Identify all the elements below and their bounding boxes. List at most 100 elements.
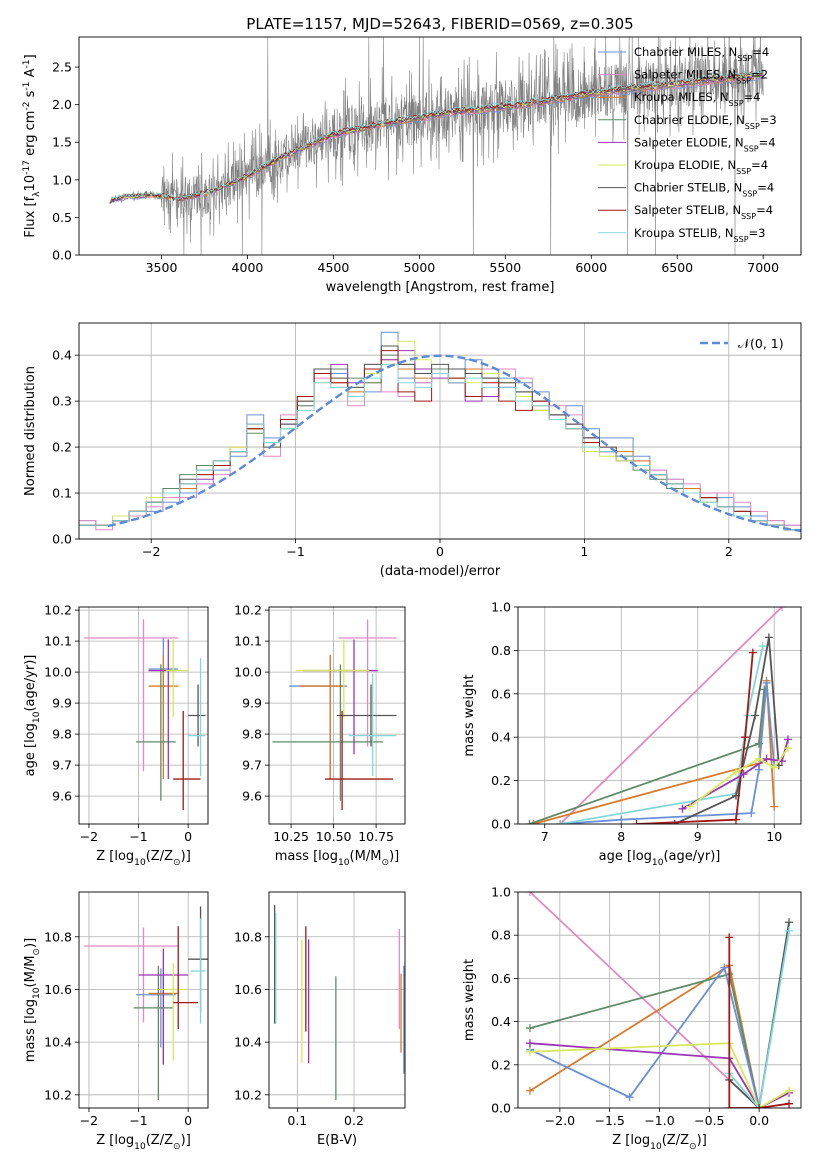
y-axis-label: age [log10(age/yr)]	[23, 655, 42, 777]
x-tick-label: −1	[129, 1113, 147, 1128]
y-tick-label: 10.1	[44, 634, 72, 649]
axes-frame: −2.0 −1.5 −1.0 −0.5 0.0 0.0 0.2 0.4 0.6 0.8 1.0 Z […	[462, 885, 802, 1152]
axes-frame: −2 −1 0 1 2 0.0 0.1 0.2 0.3 0.4 (data-model)/error…	[23, 322, 802, 579]
x-tick-label: −1	[286, 544, 304, 559]
mass_vs_Z-panel: −2 −1 0 10.2 10.4 10.6 10.8 Z [log10(Z/Z⊙)] mass…	[23, 891, 209, 1152]
x-tick-label: 7000	[747, 260, 779, 275]
x-axis-label: (data-model)/error	[380, 564, 501, 579]
y-tick-label: 2.0	[52, 97, 72, 112]
weight-marker	[632, 820, 641, 824]
x-axis-label: Z [log10(Z/Z⊙)]	[96, 1133, 191, 1152]
axes-frame: 0.1 0.2 10.2 10.4 10.6 10.8 E(B-V)	[234, 891, 406, 1148]
error-bar-point	[325, 710, 394, 811]
x-tick-label: 4000	[232, 260, 264, 275]
x-tick-label: 5500	[489, 260, 521, 275]
normal-curve	[107, 354, 801, 533]
figure-title: PLATE=1157, MJD=52643, FIBERID=0569, z=0…	[246, 15, 633, 33]
y-tick-label: 2.5	[52, 60, 72, 75]
error-bar-point	[348, 673, 397, 776]
legend-label: Chabrier ELODIE, NSSP=3	[634, 113, 777, 131]
weight-marker	[739, 770, 748, 779]
error-bar-point	[136, 664, 176, 801]
weight-marker	[720, 963, 729, 972]
y-tick-label: 0.4	[52, 348, 72, 363]
x-tick-label: 0	[436, 544, 444, 559]
y-tick-label: 1.0	[491, 600, 511, 615]
y-tick-label: 10.6	[44, 982, 72, 997]
x-tick-label: 10.50	[316, 829, 352, 844]
spectrum-legend: Chabrier MILES, NSSP=4 Salpeter MILES, NS…	[598, 45, 777, 243]
error-bar-point	[296, 639, 370, 718]
x-tick-label: 10	[766, 829, 782, 844]
legend-label: Kroupa MILES, NSSP=4	[634, 90, 760, 108]
weight-line	[636, 652, 754, 824]
y-tick-label: 10.2	[44, 603, 72, 618]
observed-spectrum	[109, 37, 764, 255]
weight-marker	[686, 802, 695, 811]
y-tick-label: 10.0	[234, 665, 262, 680]
weight-marker	[770, 802, 779, 811]
error-bar-point	[173, 926, 199, 1029]
weight_vs_Z-panel: −2.0 −1.5 −1.0 −0.5 0.0 0.0 0.2 0.4 0.6 0.8 1.0 Z […	[462, 885, 802, 1152]
grid-lines	[269, 892, 405, 1108]
weight-marker	[777, 607, 786, 611]
y-tick-label: 1.0	[491, 885, 511, 900]
y-tick-label: 0.0	[52, 248, 72, 263]
weight-marker	[758, 642, 767, 651]
x-tick-label: 0	[184, 1113, 192, 1128]
grid-lines	[269, 607, 405, 824]
y-tick-label: 0.1	[52, 486, 72, 501]
weight-marker	[748, 648, 757, 657]
weight-marker	[670, 820, 679, 824]
weight-line	[560, 682, 776, 824]
x-tick-label: 3500	[146, 260, 178, 275]
x-axis-label: Z [log10(Z/Z⊙)]	[612, 1133, 707, 1152]
x-tick-label: 8	[617, 829, 625, 844]
x-tick-label: 5000	[403, 260, 435, 275]
weight-line	[529, 892, 760, 1108]
y-tick-label: 9.6	[52, 789, 72, 804]
y-tick-label: 9.8	[52, 727, 72, 742]
weight-line	[559, 607, 783, 824]
y-tick-label: 10.0	[44, 665, 72, 680]
y-tick-label: 0.0	[491, 817, 511, 832]
x-tick-label: 6500	[661, 260, 693, 275]
weight-marker	[525, 1086, 534, 1095]
y-tick-label: 10.6	[234, 982, 262, 997]
x-axis-label: E(B-V)	[317, 1133, 357, 1148]
legend-label: Salpeter MILES, NSSP=2	[634, 68, 768, 86]
plot-area	[79, 331, 801, 533]
plot-area	[272, 619, 397, 811]
axes-border	[517, 606, 802, 825]
weight-marker	[678, 804, 687, 813]
error-bar-point	[148, 639, 176, 780]
y-tick-label: 10.8	[234, 929, 262, 944]
legend-label: 𝒩(0, 1)	[738, 336, 784, 351]
weight-marker	[741, 733, 750, 742]
grid-lines	[518, 891, 801, 1109]
y-tick-label: 1.0	[52, 172, 72, 187]
x-tick-label: −0.5	[694, 1113, 724, 1128]
weight-marker	[783, 744, 792, 753]
weight-marker	[785, 1086, 794, 1095]
y-tick-label: 9.9	[242, 696, 262, 711]
axes-frame: −2 −1 0 10.2 10.4 10.6 10.8 Z [log10(Z/Z⊙)] mass…	[23, 891, 209, 1152]
legend-label: Kroupa ELODIE, NSSP=4	[634, 158, 768, 176]
weight-line	[728, 922, 790, 1108]
y-tick-label: 0.2	[491, 1057, 511, 1072]
mass_vs_EBV-panel: 0.1 0.2 10.2 10.4 10.6 10.8 E(B-V)	[234, 891, 406, 1148]
legend-label: Kroupa STELIB, NSSP=3	[634, 226, 765, 244]
weight-line	[529, 1042, 790, 1108]
model-spectrum-line	[109, 70, 764, 203]
weight-marker	[625, 1093, 634, 1102]
axes-frame: 10.25 10.50 10.75 9.6 9.7 9.8 9.9 10.0 10.1 10.2 m…	[234, 603, 406, 868]
y-tick-label: 9.7	[52, 758, 72, 773]
x-tick-label: 6000	[575, 260, 607, 275]
error-bar-point	[338, 619, 397, 747]
weight-marker	[754, 754, 763, 763]
y-tick-label: 0.8	[491, 928, 511, 943]
x-tick-label: 1	[580, 544, 588, 559]
x-tick-label: −2	[142, 544, 160, 559]
y-tick-label: 1.5	[52, 135, 72, 150]
